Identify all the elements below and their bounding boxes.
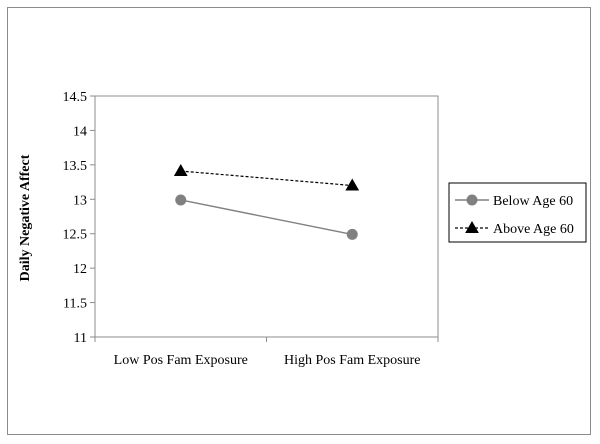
y-axis-label: Daily Negative Affect [18, 154, 33, 281]
data-point [173, 164, 188, 177]
y-tick-label: 12.5 [63, 228, 88, 243]
data-point [346, 228, 358, 240]
data-point [175, 194, 187, 206]
series-layer [173, 164, 360, 240]
y-axis-ticks: 11 11.5 12 12.5 13 13.5 14 14.5 [63, 90, 95, 346]
legend-marker [466, 194, 478, 206]
legend: Below Age 60 Above Age 60 [448, 182, 587, 243]
legend-item: Below Age 60 [455, 194, 573, 209]
series-line [180, 170, 353, 187]
series-line [180, 199, 353, 236]
y-tick-label: 13 [73, 193, 87, 208]
x-tick-label: Low Pos Fam Exposure [114, 353, 248, 368]
y-tick-label: 11 [74, 331, 87, 346]
series-2 [173, 164, 360, 191]
y-tick-label: 12 [73, 262, 87, 277]
legend-marker [465, 220, 479, 233]
y-tick-label: 11.5 [63, 297, 87, 312]
x-tick-label: High Pos Fam Exposure [284, 353, 421, 368]
y-tick-label: 13.5 [63, 159, 88, 174]
legend-item: Above Age 60 [455, 220, 574, 237]
y-tick-label: 14 [73, 124, 87, 139]
series-1 [175, 194, 358, 240]
x-axis-ticks: Low Pos Fam Exposure High Pos Fam Exposur… [94, 337, 439, 368]
data-point [345, 178, 360, 191]
y-tick-label: 14.5 [63, 90, 88, 105]
legend-label: Above Age 60 [493, 222, 574, 237]
legend-label: Below Age 60 [493, 194, 573, 209]
